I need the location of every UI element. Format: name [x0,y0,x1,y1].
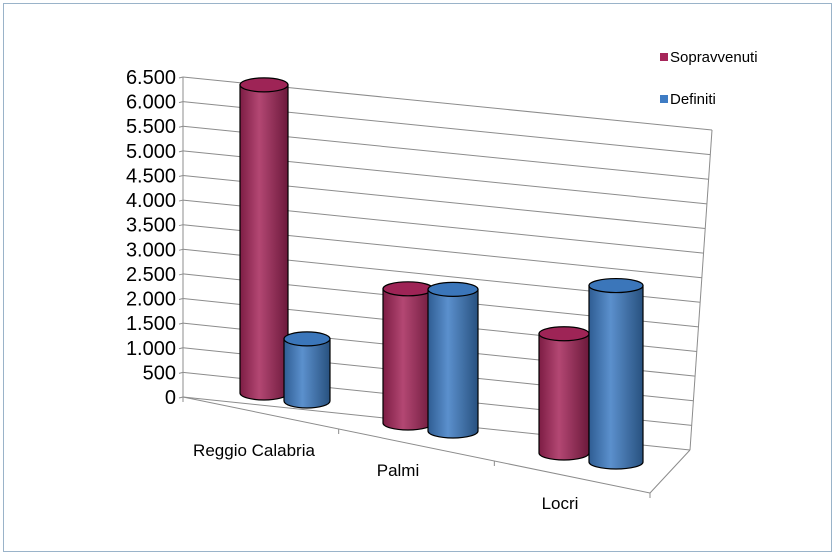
category-label: Palmi [377,461,420,480]
y-tick-label: 6.500 [126,67,176,89]
legend: Sopravvenuti Definiti [660,49,758,108]
bar-definiti-3 [588,277,644,470]
y-tick-label: 6.000 [126,92,176,114]
bar-sopravvenuti-3 [538,326,590,461]
y-tick-mark [178,224,184,227]
bar-body [538,333,590,461]
bar-body [588,284,644,470]
y-tick-mark [178,322,184,325]
bar-body [283,338,331,409]
y-tick-label: 2.500 [126,264,176,286]
bar-body [382,288,434,431]
chart-frame [3,3,832,552]
y-tick-label: 5.000 [126,141,176,163]
bar-definiti-1 [283,331,331,409]
category-label: Locri [542,494,579,513]
y-tick-mark [178,273,184,276]
bar-sopravvenuti-1 [239,77,289,401]
legend-label: Sopravvenuti [670,49,758,66]
y-tick-label: 3.000 [126,239,176,261]
y-tick-mark [178,125,184,128]
bar-top [427,281,479,297]
bars [239,77,644,470]
y-tick-label: 5.500 [126,116,176,138]
legend-swatch [660,95,668,103]
back-wall-edge [689,129,713,451]
y-tick-mark [178,371,184,374]
y-tick-label: 4.500 [126,165,176,187]
bar-top [283,331,331,347]
y-tick-label: 2.000 [126,289,176,311]
bar-top [588,277,644,294]
y-tick-mark [178,248,184,251]
legend-swatch [660,53,668,61]
bar-body [427,288,479,439]
y-tick-mark [178,76,184,79]
bar-top [382,281,434,297]
floor-edge [649,449,691,494]
y-tick-mark [178,174,184,177]
y-tick-label: 1.500 [126,313,176,335]
y-tick-mark [178,396,184,399]
y-tick-mark [178,347,184,350]
y-tick-label: 3.500 [126,215,176,237]
y-tick-mark [178,199,184,202]
bar-sopravvenuti-2 [382,281,434,431]
bar-top [239,77,289,93]
bar-definiti-2 [427,281,479,439]
bar-top [538,326,590,342]
y-tick-mark [178,101,184,104]
y-tick-label: 0 [165,387,176,409]
y-tick-mark [178,298,184,301]
legend-label: Definiti [670,91,716,108]
y-tick-label: 500 [143,362,176,384]
x-axis-line [182,396,651,494]
bar-body [239,84,289,401]
category-labels: Reggio Calabria Palmi Locri [193,441,578,513]
y-tick-mark [178,150,184,153]
y-tick-label: 1.000 [126,338,176,360]
y-tick-label: 4.000 [126,190,176,212]
category-label: Reggio Calabria [193,441,315,460]
